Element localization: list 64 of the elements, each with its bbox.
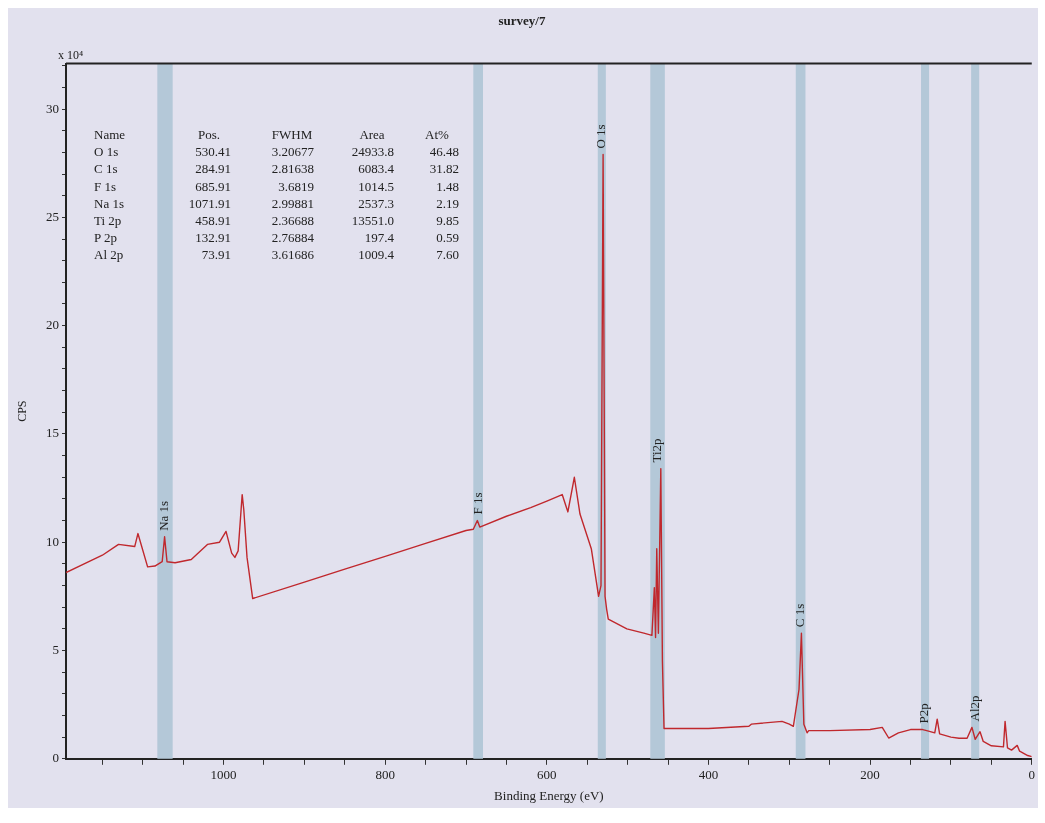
x-tick-label: 800 [375, 767, 395, 783]
annotation: 6083.4 [358, 161, 395, 177]
annotation: 284.91 [195, 161, 231, 177]
annotation: 1.48 [436, 178, 459, 194]
annotation: 530.41 [195, 144, 231, 160]
annotation: 2537.3 [358, 195, 394, 211]
annotation: 0.59 [436, 230, 459, 246]
annotation: 458.91 [195, 213, 231, 229]
annotation: F 1s [94, 178, 117, 194]
annotation: 3.6819 [278, 178, 314, 194]
x-tick-label: 400 [698, 767, 719, 783]
annotation: P 2p [94, 230, 117, 246]
annotation: 1071.91 [188, 195, 231, 211]
band-label: C 1s [792, 603, 808, 628]
annotation: 3.61686 [271, 247, 315, 263]
annotation: 197.4 [364, 230, 395, 246]
annotation: 685.91 [195, 178, 231, 194]
annotation: Al 2p [94, 247, 124, 263]
annotation: 2.36688 [271, 213, 314, 229]
x-tick-label: 200 [860, 767, 880, 783]
band-label: Ti2p [648, 438, 664, 463]
annotation: 24933.8 [351, 144, 394, 160]
y-tick-label: 25 [46, 208, 59, 224]
x-tick-label: 1000 [210, 767, 237, 783]
y-tick-label: 20 [46, 317, 59, 333]
annotation: 2.19 [436, 195, 459, 211]
annotation: O 1s [94, 144, 119, 160]
annotation: 2.76884 [271, 230, 315, 246]
band-label: Na 1s [156, 500, 172, 531]
x-tick-label: 600 [537, 767, 557, 783]
annotation: Ti 2p [94, 213, 122, 229]
annotation: 73.91 [201, 247, 231, 263]
annotation: C 1s [94, 161, 118, 177]
y-tick-label: 0 [52, 750, 59, 766]
annotation: 2.81638 [271, 161, 314, 177]
band-label: Al2p [966, 695, 982, 722]
y-axis-title: CPS [15, 400, 30, 422]
annotation: At% [425, 127, 450, 143]
y-tick-label: 10 [46, 533, 59, 549]
annotation: 1009.4 [358, 247, 395, 263]
annotation: 31.82 [429, 161, 459, 177]
annotation: 1014.5 [358, 178, 394, 194]
annotation: Pos. [197, 127, 221, 143]
y-tick-label: 30 [46, 100, 59, 116]
band-label: O 1s [593, 124, 609, 149]
chart-title: survey/7 [498, 13, 546, 29]
x-axis-title: Binding Energy (eV) [494, 787, 604, 803]
y-tick-label: 15 [46, 425, 59, 441]
annotation: Name [94, 127, 126, 143]
annotation: 46.48 [429, 144, 459, 160]
annotation: Area [359, 127, 385, 143]
annotation: FWHM [271, 127, 313, 143]
annotation: 2.99881 [271, 195, 314, 211]
text: x 10⁴ [58, 48, 84, 63]
band-label: P2p [916, 703, 932, 724]
annotation: 9.85 [436, 213, 459, 229]
annotation: 7.60 [436, 247, 459, 263]
y-tick-label: 5 [52, 641, 59, 657]
annotation: 13551.0 [351, 213, 394, 229]
annotation: 132.91 [195, 230, 231, 246]
annotation: 3.20677 [271, 144, 315, 160]
x-tick-label: 0 [1028, 767, 1035, 783]
annotation: Na 1s [94, 195, 124, 211]
band-label: F 1s [469, 492, 485, 515]
